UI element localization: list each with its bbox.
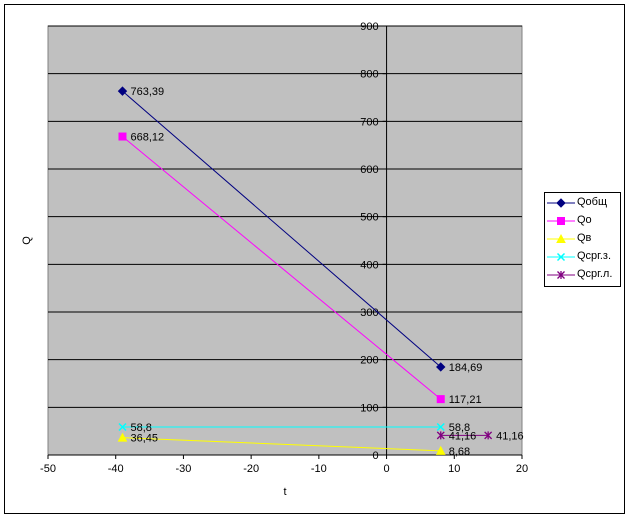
y-tick-label: 300 <box>360 307 378 319</box>
legend-marker <box>556 198 566 208</box>
legend-swatch <box>547 233 575 243</box>
x-tick-label: -40 <box>108 463 124 475</box>
series-line <box>122 136 442 400</box>
y-tick-label: 0 <box>372 450 378 462</box>
data-point <box>118 132 127 141</box>
y-tick-label: 400 <box>360 259 378 271</box>
data-label: 117,21 <box>449 394 482 406</box>
series-4 <box>436 431 493 440</box>
data-point <box>117 432 128 442</box>
data-label: 763,39 <box>130 86 164 98</box>
data-label: 36,45 <box>130 433 158 445</box>
data-label: 8,68 <box>449 446 470 458</box>
legend-marker <box>556 233 566 243</box>
grid-lines <box>48 25 522 456</box>
legend-item: Qо <box>545 212 620 230</box>
data-point <box>436 362 446 372</box>
data-point <box>436 422 445 432</box>
series-line <box>122 437 441 452</box>
data-point <box>118 422 127 432</box>
data-point <box>117 86 128 96</box>
data-label: 184,69 <box>449 362 483 374</box>
legend-marker <box>556 252 566 262</box>
data-label: 58,8 <box>449 422 470 434</box>
legend-swatch <box>547 217 575 225</box>
y-tick-label: 700 <box>360 116 378 128</box>
legend-label: Qсрг.л. <box>577 268 613 280</box>
x-tick-label: 20 <box>516 463 528 475</box>
legend-item: Qсрг.л. <box>545 266 620 284</box>
x-axis-title: t <box>283 486 286 498</box>
data-label: 668,12 <box>130 132 164 144</box>
y-axis-title: Q <box>21 236 33 245</box>
y-tick-label: 600 <box>360 164 378 176</box>
x-tick-label: -50 <box>40 463 56 475</box>
legend-label: Qв <box>577 232 592 244</box>
legend-swatch <box>547 271 575 279</box>
y-tick-label: 200 <box>360 355 378 367</box>
x-tick-label: 0 <box>384 463 390 475</box>
legend-swatch <box>547 198 575 208</box>
plot-area <box>47 25 523 456</box>
y-tick-label: 500 <box>360 212 378 224</box>
data-label: 41,16 <box>449 430 477 442</box>
series-line <box>122 90 442 368</box>
legend-label: Qсрг.з. <box>577 250 611 262</box>
data-labels: 763,39 184,69 668,12 117,21 36,45 8,68 58,8 58,… <box>130 86 523 458</box>
data-label: 58,8 <box>130 422 151 434</box>
legend: Qобщ Qо Qв Qсрг.з. Qсрг.л. <box>544 192 621 287</box>
series-0 <box>117 86 446 372</box>
series-2 <box>117 432 446 455</box>
data-point <box>435 445 446 455</box>
axes <box>47 25 523 459</box>
data-point <box>484 431 493 440</box>
legend-item: Qобщ <box>545 194 620 212</box>
y-tick-label: 100 <box>360 402 378 414</box>
series-group <box>117 86 493 455</box>
data-point <box>436 395 445 404</box>
x-tick-label: -20 <box>243 463 259 475</box>
legend-swatch <box>547 252 575 262</box>
legend-item: Qсрг.з. <box>545 248 620 266</box>
x-tick-label: 10 <box>448 463 460 475</box>
y-tick-label: 900 <box>360 21 378 33</box>
legend-item: Qв <box>545 230 620 248</box>
legend-label: Qобщ <box>577 196 608 208</box>
legend-marker <box>557 217 565 225</box>
series-1 <box>118 132 445 404</box>
y-tick-label: 800 <box>360 69 378 81</box>
data-point <box>436 431 445 440</box>
legend-label: Qо <box>577 214 592 226</box>
legend-marker <box>557 271 565 279</box>
x-tick-label: -30 <box>175 463 191 475</box>
x-tick-label: -10 <box>311 463 327 475</box>
series-3 <box>118 422 445 432</box>
data-label: 41,16 <box>496 430 524 442</box>
